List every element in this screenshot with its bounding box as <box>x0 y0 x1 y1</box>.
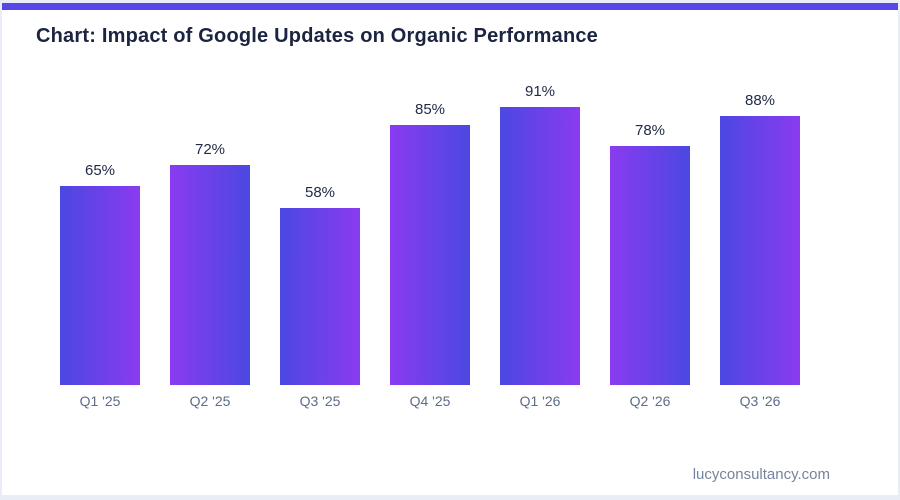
bar-column: 91% Q1 '26 <box>500 79 580 409</box>
bar <box>720 116 800 385</box>
top-accent-bar <box>2 3 898 10</box>
bar-column: 72% Q2 '25 <box>170 79 250 409</box>
bar-value-label: 58% <box>304 184 336 201</box>
bar-stack: 78% <box>610 79 690 385</box>
bar-stack: 91% <box>500 79 580 385</box>
category-label: Q1 '26 <box>519 393 561 409</box>
category-label: Q3 '26 <box>739 393 781 409</box>
page-title: Chart: Impact of Google Updates on Organ… <box>36 25 599 47</box>
chart-card: Chart: Impact of Google Updates on Organ… <box>2 3 898 495</box>
category-label: Q2 '26 <box>629 393 671 409</box>
bar <box>610 146 690 385</box>
bar-value-label: 65% <box>84 162 116 179</box>
bar <box>170 165 250 385</box>
footer-watermark: lucyconsultancy.com <box>692 466 830 483</box>
bar <box>500 107 580 385</box>
bar-stack: 88% <box>720 79 800 385</box>
bar-value-label: 78% <box>634 122 666 139</box>
bar-stack: 65% <box>60 79 140 385</box>
bar-stack: 72% <box>170 79 250 385</box>
bar-column: 78% Q2 '26 <box>610 79 690 409</box>
category-label: Q4 '25 <box>409 393 451 409</box>
bar <box>60 186 140 385</box>
bar <box>280 208 360 385</box>
bar <box>390 125 470 385</box>
bar-column: 88% Q3 '26 <box>720 79 800 409</box>
bar-stack: 85% <box>390 79 470 385</box>
category-label: Q3 '25 <box>299 393 341 409</box>
bar-column: 65% Q1 '25 <box>60 79 140 409</box>
category-label: Q1 '25 <box>79 393 121 409</box>
bar-value-label: 72% <box>194 141 226 158</box>
bar-column: 58% Q3 '25 <box>280 79 360 409</box>
bar-value-label: 88% <box>744 92 776 109</box>
bar-chart-plot-area: 65% Q1 '25 72% Q2 '25 58% Q3 '25 85% Q4 '25 91% Q… <box>60 79 800 409</box>
bar-column: 85% Q4 '25 <box>390 79 470 409</box>
category-label: Q2 '25 <box>189 393 231 409</box>
bar-stack: 58% <box>280 79 360 385</box>
bar-value-label: 85% <box>414 101 446 118</box>
bar-value-label: 91% <box>524 83 556 100</box>
